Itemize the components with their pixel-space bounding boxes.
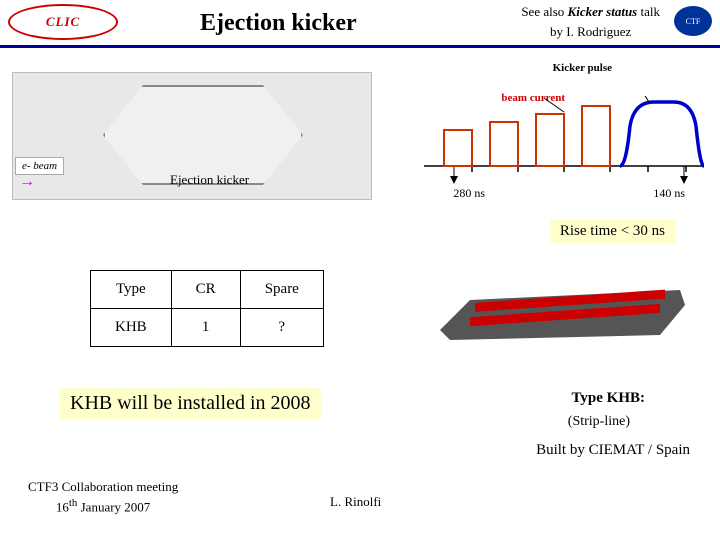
- footer-meeting: CTF3 Collaboration meeting: [28, 479, 178, 496]
- rise-time-note: Rise time < 30 ns: [550, 220, 675, 243]
- ejection-kicker-label: Ejection kicker: [170, 172, 249, 188]
- ring-shape: [103, 85, 303, 185]
- table-cell: CR: [171, 271, 240, 309]
- footer-date-pre: 16: [56, 499, 69, 514]
- built-by-label: Built by CIEMAT / Spain: [536, 442, 690, 459]
- table-row: Type CR Spare: [91, 271, 324, 309]
- see-also-suffix: talk: [637, 4, 660, 19]
- kicker-device-illustration: [430, 280, 690, 350]
- table-cell: 1: [171, 309, 240, 347]
- ctf3-logo: CTF: [674, 6, 712, 36]
- pulse-timing-chart: [424, 96, 704, 196]
- see-also-em: Kicker status: [568, 4, 638, 19]
- slide-title: Ejection kicker: [200, 10, 357, 37]
- slide-header: CLIC Ejection kicker See also Kicker sta…: [0, 0, 720, 48]
- beam-arrow-icon: →: [19, 173, 35, 191]
- table-cell: Type: [91, 271, 172, 309]
- kicker-type-table: Type CR Spare KHB 1 ?: [90, 270, 324, 347]
- see-also-author: by I. Rodriguez: [521, 24, 660, 40]
- table-cell: ?: [240, 309, 323, 347]
- footer-author: L. Rinolfi: [330, 494, 381, 510]
- clic-logo-text: CLIC: [46, 14, 80, 30]
- see-also-reference: See also Kicker status talk by I. Rodrig…: [521, 4, 660, 40]
- type-khb-label: Type KHB:: [572, 390, 645, 407]
- footer-date-post: January 2007: [77, 499, 150, 514]
- table-row: KHB 1 ?: [91, 309, 324, 347]
- time-140ns-label: 140 ns: [653, 186, 685, 201]
- table-cell: Spare: [240, 271, 323, 309]
- kicker-pulse-label: Kicker pulse: [553, 62, 612, 74]
- stripline-label: (Strip-line): [568, 414, 630, 430]
- time-280ns-label: 280 ns: [453, 186, 485, 201]
- clic-logo: CLIC: [8, 4, 118, 40]
- footer-meeting-info: CTF3 Collaboration meeting 16th January …: [28, 479, 178, 516]
- table-cell: KHB: [91, 309, 172, 347]
- installation-note: KHB will be installed in 2008: [60, 388, 321, 419]
- see-also-prefix: See also: [521, 4, 567, 19]
